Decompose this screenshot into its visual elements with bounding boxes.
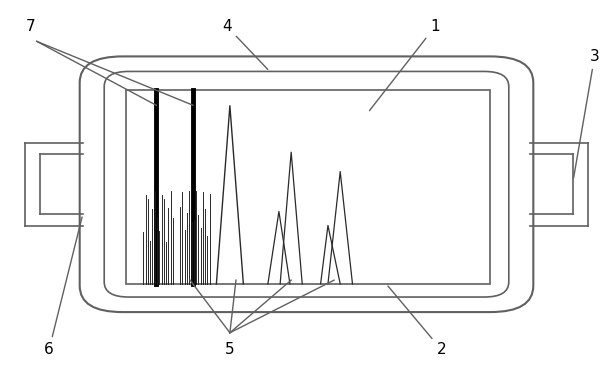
Text: 1: 1 (370, 19, 440, 111)
Text: 6: 6 (44, 217, 82, 357)
Bar (126, 90, 490, 284)
Text: 3: 3 (574, 49, 600, 178)
Text: 5: 5 (225, 342, 235, 357)
Text: 2: 2 (388, 286, 446, 357)
Text: 7: 7 (26, 19, 36, 34)
Text: 4: 4 (222, 19, 268, 70)
